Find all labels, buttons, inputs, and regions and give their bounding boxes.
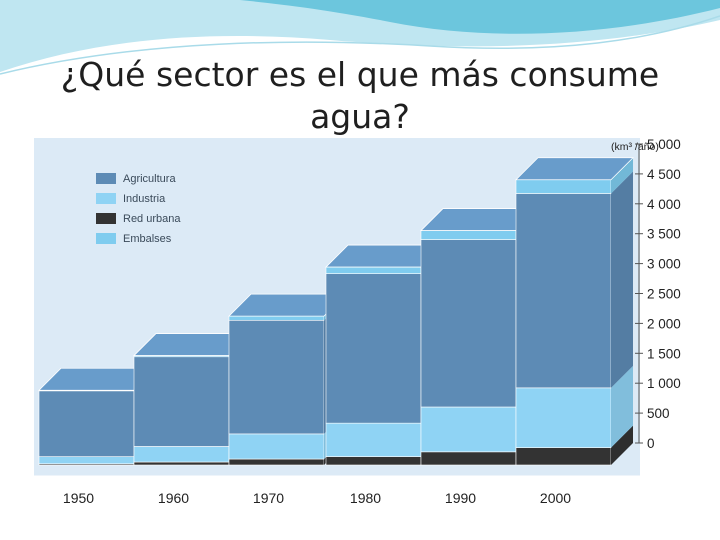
- legend-label-embalses: Embalses: [123, 233, 172, 245]
- bar-group: [38, 157, 634, 466]
- chart-legend: Agricultura Industria Red urbana Embalses: [96, 173, 181, 245]
- y-axis-unit: (km³ /año): [611, 141, 659, 153]
- y-tick-label-500: 500: [647, 406, 670, 421]
- bar-segment-red_urbana-1970: [228, 458, 325, 466]
- bar-segment-red_urbana-1960: [133, 461, 230, 466]
- bar-side-embalses-2000: [611, 157, 633, 194]
- bar-segment-industria-1980: [325, 422, 422, 457]
- bar-segment-agricultura-1980: [325, 273, 422, 424]
- bar-stack-2000: [515, 157, 634, 466]
- bar-segment-embalses-2000: [515, 179, 612, 194]
- bar-segment-red_urbana-2000: [515, 447, 612, 466]
- y-tick-label-0: 0: [647, 436, 655, 451]
- bar-segment-embalses-1990: [420, 230, 517, 240]
- bar-top-2000: [515, 157, 634, 181]
- bar-segment-agricultura-1970: [228, 319, 325, 435]
- bar-segment-agricultura-1960: [133, 356, 230, 447]
- x-category-label-1950: 1950: [63, 490, 94, 506]
- bar-segment-red_urbana-1990: [420, 451, 517, 466]
- y-tick-label-3500: 3 500: [647, 227, 681, 242]
- x-category-label-1980: 1980: [350, 490, 381, 506]
- bar-side-red_urbana-2000: [611, 425, 633, 465]
- legend-label-industria: Industria: [123, 193, 166, 205]
- bar-segment-red_urbana-1980: [325, 456, 422, 466]
- legend-swatch-agricultura: [96, 173, 116, 184]
- y-tick-label-4000: 4 000: [647, 197, 681, 212]
- legend-swatch-embalses: [96, 233, 116, 244]
- slide-title: ¿Qué sector es el que más consume agua?: [60, 55, 660, 136]
- legend-label-agricultura: Agricultura: [123, 173, 176, 185]
- legend-swatch-red_urbana: [96, 213, 116, 224]
- y-tick-label-3000: 3 000: [647, 257, 681, 272]
- banner-wave-line: [0, 15, 720, 75]
- bar-side-agricultura-2000: [611, 171, 633, 388]
- bar-segment-industria-1970: [228, 433, 325, 460]
- bar-segment-agricultura-2000: [515, 193, 612, 389]
- bar-segment-industria-2000: [515, 387, 612, 448]
- bar-segment-embalses-1970: [228, 315, 325, 321]
- x-axis: 1950 1960 1970 1980 1990 2000: [34, 475, 640, 506]
- x-category-label-1970: 1970: [253, 490, 284, 506]
- decorative-banner: [0, 0, 720, 75]
- y-tick-label-1500: 1 500: [647, 346, 681, 361]
- bar-segment-industria-1990: [420, 406, 517, 453]
- y-axis: 0 500 1 000 1 500 2 000 2 500 3 000 3 500 4 000 4…: [611, 138, 681, 451]
- bar-segment-embalses-1980: [325, 266, 422, 274]
- bar-segment-industria-1950: [38, 456, 135, 465]
- bar-segment-agricultura-1950: [38, 390, 135, 457]
- y-tick-label-2500: 2 500: [647, 287, 681, 302]
- x-category-label-1990: 1990: [445, 490, 476, 506]
- bar-segment-industria-1960: [133, 446, 230, 463]
- banner-wave-front: [240, 0, 720, 34]
- bar-segment-agricultura-1990: [420, 239, 517, 408]
- x-category-label-1960: 1960: [158, 490, 189, 506]
- y-tick-label-1000: 1 000: [647, 376, 681, 391]
- x-category-label-2000: 2000: [540, 490, 571, 506]
- bar-stack-1990: [420, 208, 539, 466]
- y-tick-label-4500: 4 500: [647, 167, 681, 182]
- legend-swatch-industria: [96, 193, 116, 204]
- y-tick-label-5000: 5 000: [647, 138, 681, 152]
- water-consumption-chart: Agricultura Industria Red urbana Embalses 0…: [34, 138, 681, 508]
- y-tick-label-2000: 2 000: [647, 316, 681, 331]
- legend-label-red_urbana: Red urbana: [123, 213, 181, 225]
- bar-side-industria-2000: [611, 365, 633, 448]
